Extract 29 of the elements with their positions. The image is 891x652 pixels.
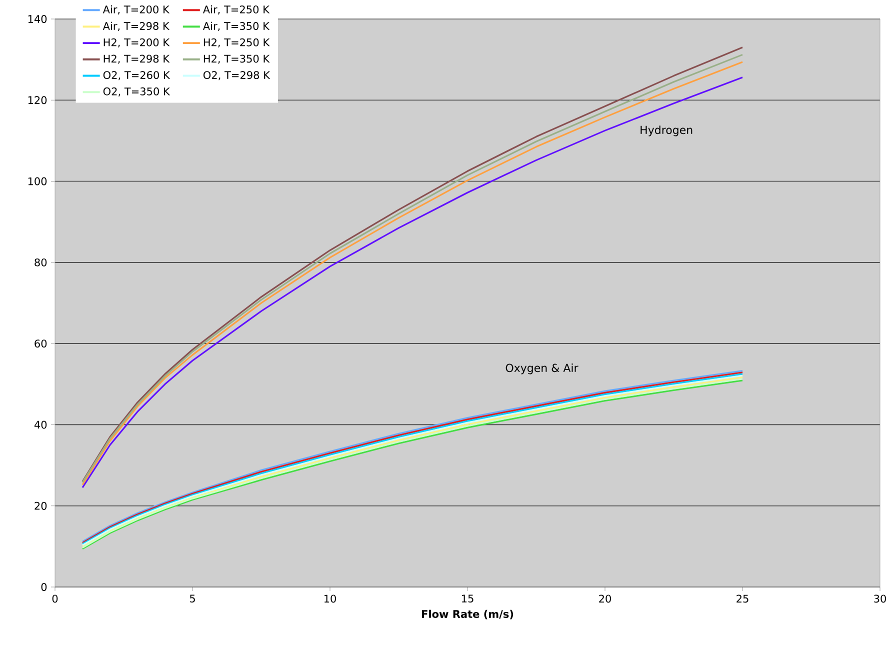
annotation: Hydrogen bbox=[640, 126, 692, 136]
legend-label: H2, T=250 K bbox=[204, 38, 270, 48]
legend-label: Air, T=298 K bbox=[102, 22, 170, 32]
y-tick-label: 40 bbox=[34, 420, 47, 429]
x-axis-title: Flow Rate (m/s) bbox=[422, 610, 514, 620]
y-tick-label: 120 bbox=[28, 96, 47, 104]
y-tick-label: 60 bbox=[34, 340, 47, 348]
x-tick-label: 5 bbox=[190, 594, 195, 603]
x-tick-label: 10 bbox=[324, 594, 336, 603]
x-tick-label: 15 bbox=[462, 594, 474, 603]
x-tick-label: 20 bbox=[599, 594, 611, 603]
y-tick-label: 140 bbox=[28, 15, 47, 23]
y-tick-label: 20 bbox=[34, 502, 47, 510]
legend-label: H2, T=200 K bbox=[104, 38, 170, 48]
legend-label: Air, T=200 K bbox=[102, 5, 170, 14]
legend-label: Air, T=250 K bbox=[202, 5, 270, 14]
x-tick-label: 0 bbox=[52, 594, 58, 603]
y-tick-label: 0 bbox=[41, 583, 47, 591]
x-tick-label: 30 bbox=[874, 594, 886, 603]
y-tick-label: 100 bbox=[28, 177, 47, 186]
legend-label: Air, T=350 K bbox=[202, 22, 270, 32]
legend-label: O2, T=350 K bbox=[103, 87, 170, 96]
legend-label: O2, T=260 K bbox=[103, 71, 170, 80]
legend-label: H2, T=298 K bbox=[104, 54, 170, 64]
y-tick-label: 80 bbox=[34, 258, 47, 266]
legend-label: O2, T=298 K bbox=[203, 71, 270, 80]
annotation: Oxygen & Air bbox=[506, 364, 578, 374]
x-tick-label: 25 bbox=[736, 594, 748, 603]
legend-label: H2, T=350 K bbox=[204, 54, 270, 64]
